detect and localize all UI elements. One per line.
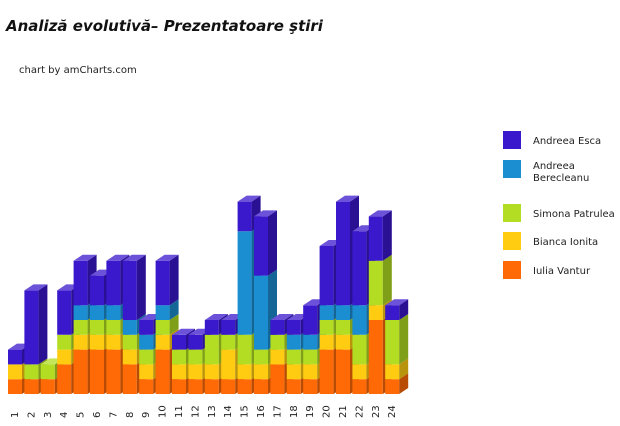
legend-item[interactable]: Simona Patrulea <box>503 204 615 222</box>
x-tick-label: 15 <box>240 405 251 418</box>
x-tick-label: 18 <box>289 405 300 418</box>
x-tick-label: 24 <box>387 405 398 418</box>
x-tick-label: 16 <box>256 405 267 418</box>
bar-segment[interactable] <box>254 210 277 276</box>
bar-segment[interactable] <box>155 299 179 320</box>
legend-item[interactable]: Andreea Esca <box>503 131 601 149</box>
bar-top-face <box>155 254 179 261</box>
chart-title: Analiză evolutivă– Prezentatoare ştiri <box>6 17 323 35</box>
x-tick-label: 4 <box>59 412 70 418</box>
x-tick-label: 14 <box>223 405 234 418</box>
bar-segment[interactable] <box>385 373 409 394</box>
bar-segment[interactable] <box>385 299 409 320</box>
x-tick-label: 21 <box>338 405 349 418</box>
bar-top-face <box>254 210 277 217</box>
x-tick-label: 10 <box>158 405 169 418</box>
x-tick-label: 8 <box>125 412 136 418</box>
bar-top-face <box>237 195 261 202</box>
bar-segment[interactable] <box>368 210 392 261</box>
legend-swatch <box>503 261 521 279</box>
x-tick-label: 19 <box>305 405 316 418</box>
legend-label: Bianca Ionita <box>533 237 598 248</box>
amcharts-credit-link[interactable]: chart by amCharts.com <box>19 65 137 76</box>
x-tick-label: 7 <box>108 412 119 418</box>
bar-top-face <box>106 254 130 261</box>
x-tick-label: 23 <box>371 405 382 418</box>
x-tick-label: 22 <box>354 405 365 418</box>
legend-swatch <box>503 131 521 149</box>
bar-top-face <box>122 254 146 261</box>
x-tick-label: 17 <box>272 405 283 418</box>
legend-label: Andreea <box>533 161 575 172</box>
bar-segment[interactable] <box>368 254 392 306</box>
legend-swatch <box>503 204 521 222</box>
x-tick-label: 2 <box>26 412 37 418</box>
bar-top-face <box>24 284 48 291</box>
bar-segment[interactable] <box>155 254 179 306</box>
bar-top-face <box>336 195 359 202</box>
x-tick-label: 11 <box>174 405 185 418</box>
legend-label-line2: Berecleanu <box>533 173 589 184</box>
legend-label: Simona Patrulea <box>533 209 615 220</box>
bar-segment[interactable] <box>122 254 146 320</box>
legend-label: Andreea Esca <box>533 136 601 147</box>
bar-segment[interactable] <box>385 314 409 365</box>
bar-top-face <box>368 210 392 217</box>
bar-top-face <box>204 314 228 320</box>
bar-top-face <box>385 299 409 306</box>
bar-top-face <box>172 328 195 335</box>
legend-item[interactable]: Bianca Ionita <box>503 232 598 250</box>
x-tick-label: 6 <box>92 412 103 418</box>
x-tick-label: 9 <box>141 412 152 418</box>
bar-stack-8[interactable] <box>122 254 146 394</box>
legend-label: Iulia Vantur <box>533 266 591 277</box>
x-tick-label: 3 <box>43 412 54 418</box>
x-tick-label: 13 <box>207 405 218 418</box>
legend-swatch <box>503 160 521 178</box>
x-tick-label: 20 <box>322 405 333 418</box>
bar-stack-16[interactable] <box>254 210 277 394</box>
x-tick-label: 5 <box>76 412 87 418</box>
x-axis: 1 2 3 4 5 6 7 8 9 10 11 12 13 14 15 16 17 18 19 20 21 22 23 24 <box>10 405 398 418</box>
bar-top-face <box>270 314 294 320</box>
bar-stack-2[interactable] <box>24 284 48 394</box>
x-tick-label: 1 <box>10 412 21 418</box>
bar-segment[interactable] <box>155 314 179 335</box>
legend-item[interactable]: Iulia Vantur <box>503 261 591 279</box>
bar-segment[interactable] <box>385 358 409 380</box>
x-tick-label: 12 <box>190 405 201 418</box>
legend-swatch <box>503 232 521 250</box>
bar-stack-24[interactable] <box>385 299 409 394</box>
bar-segment[interactable] <box>24 284 48 365</box>
bar-top-face <box>73 254 97 261</box>
plot-area <box>8 195 409 394</box>
